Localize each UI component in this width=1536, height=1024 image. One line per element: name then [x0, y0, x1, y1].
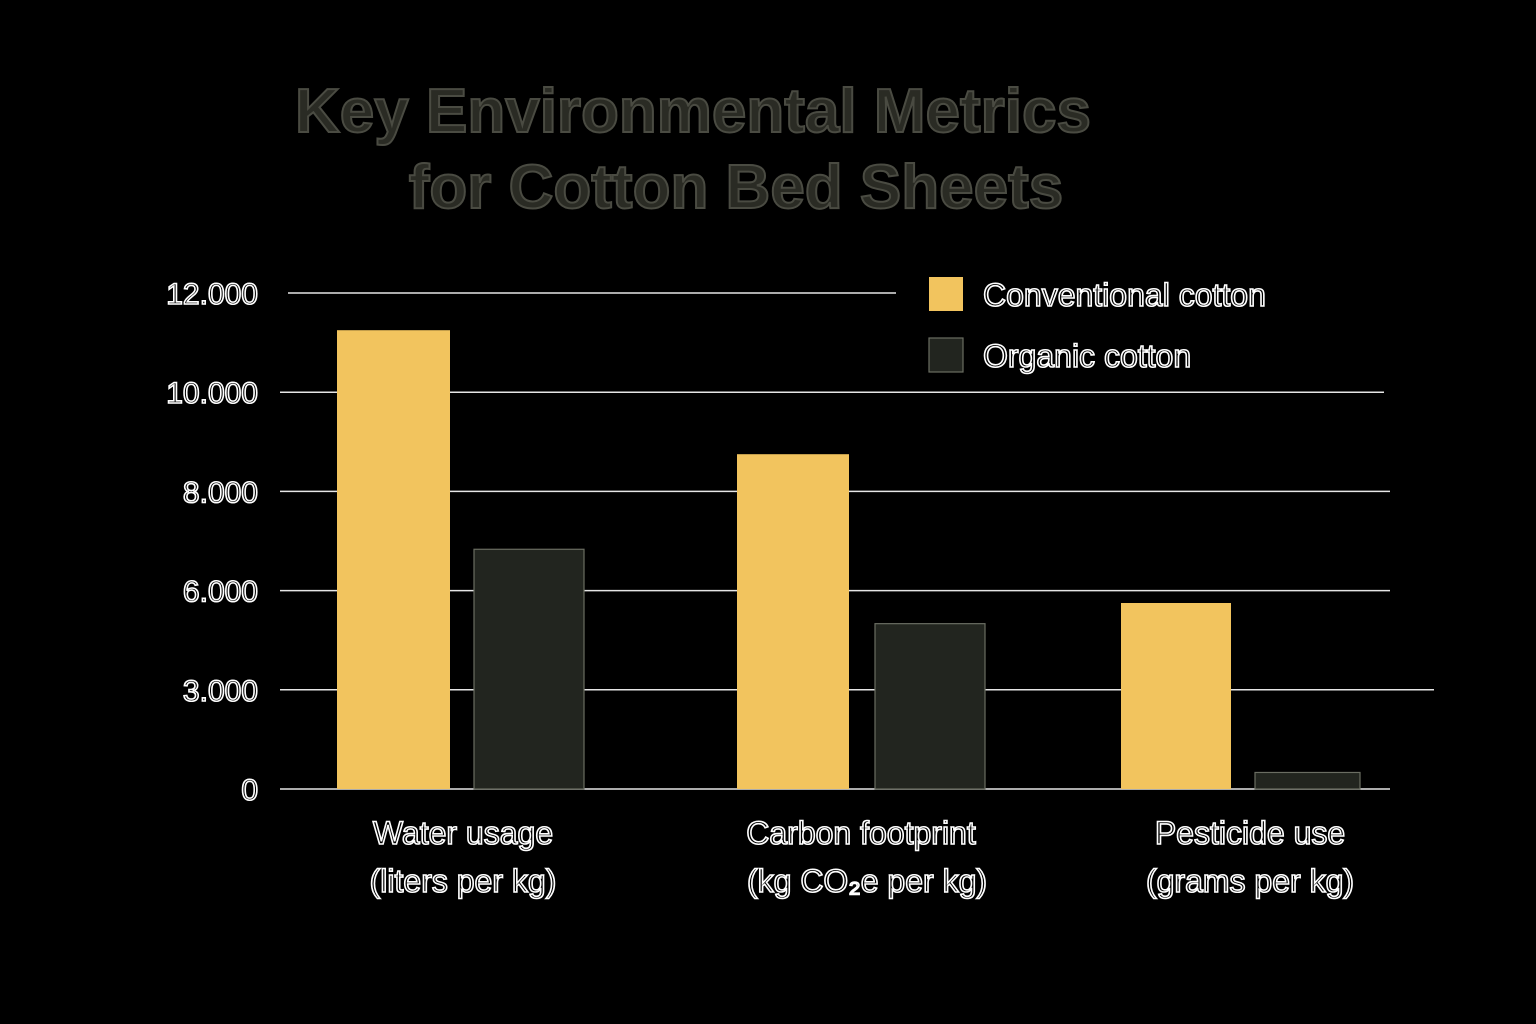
- bar-conventional-1: [737, 454, 849, 789]
- bar-conventional-0: [337, 330, 450, 789]
- bar-organic-2: [1254, 771, 1361, 790]
- legend-label: Conventional cotton: [983, 277, 1266, 313]
- legend: Conventional cotton Organic cotton: [928, 276, 1267, 375]
- bar-organic-0: [473, 548, 585, 790]
- legend-swatch: [928, 337, 964, 373]
- y-tick-label: 6.000: [183, 576, 258, 609]
- y-tick-label: 0: [241, 774, 258, 807]
- x-axis-category-labels: Water usage (liters per kg) Carbon footpri…: [369, 814, 1355, 900]
- x-category-label: Water usage: [373, 815, 553, 851]
- legend-label: Organic cotton: [983, 338, 1191, 374]
- y-tick-label: 8.000: [183, 476, 258, 509]
- x-category-label: (kg CO₂e per kg): [747, 863, 987, 899]
- legend-swatch: [929, 277, 963, 311]
- bar-conventional-2: [1121, 603, 1231, 789]
- chart-title-line-2: for Cotton Bed Sheets: [409, 153, 1063, 222]
- y-tick-label: 10.000: [166, 377, 258, 410]
- gridlines: [280, 292, 1434, 790]
- chart-title-line-1: Key Environmental Metrics: [295, 77, 1091, 146]
- bar-organic-1: [874, 623, 986, 790]
- x-category-label: (grams per kg): [1146, 863, 1354, 899]
- x-category-label: Carbon footprint: [746, 815, 976, 851]
- x-category-label: Pesticide use: [1155, 815, 1345, 851]
- bars: [337, 330, 1361, 790]
- y-tick-label: 12.000: [166, 278, 258, 311]
- chart-title: Key Environmental Metrics for Cotton Bed…: [294, 76, 1092, 223]
- x-category-label: (liters per kg): [370, 863, 557, 899]
- y-axis-tick-labels: 0 3.000 6.000 8.000 10.000 12.000: [165, 277, 258, 808]
- y-tick-label: 3.000: [183, 675, 258, 708]
